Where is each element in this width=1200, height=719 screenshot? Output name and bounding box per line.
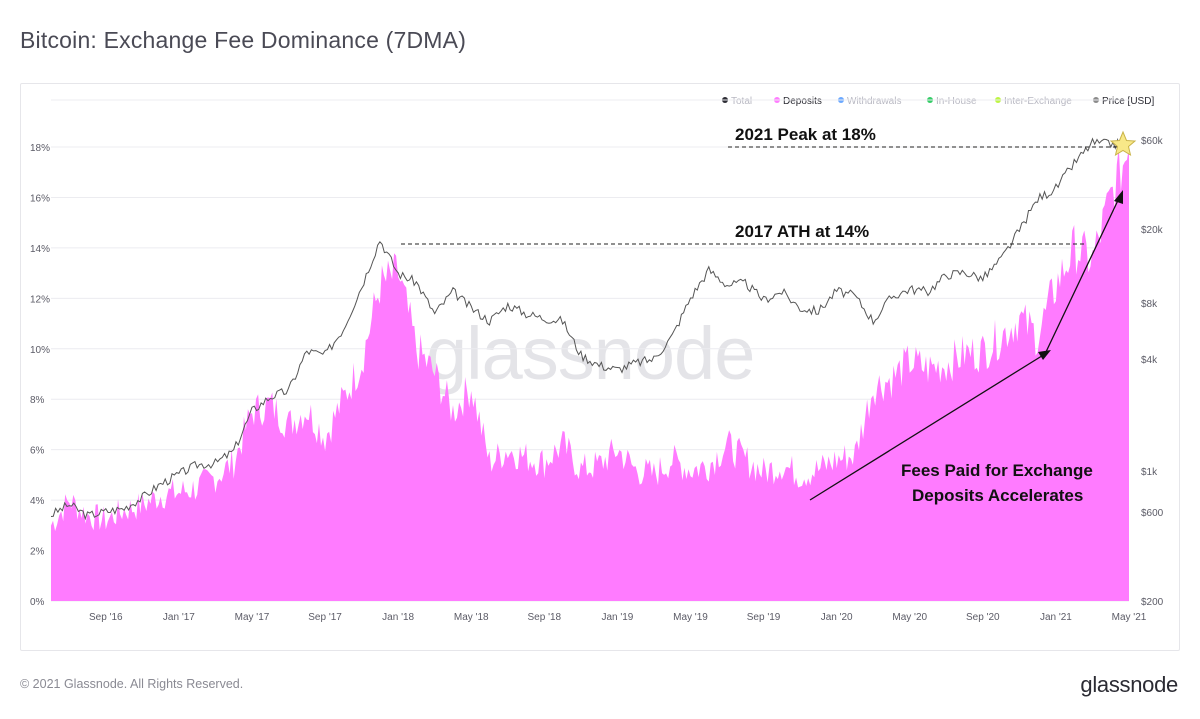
price-line <box>50 137 1130 521</box>
legend-label: Deposits <box>783 96 822 107</box>
acceleration-arrow-1-head <box>1038 350 1051 360</box>
legend-label: Inter-Exchange <box>1004 96 1072 107</box>
acceleration-arrow-2-head <box>1114 190 1123 204</box>
x-tick-label: May '17 <box>235 612 270 623</box>
legend-item-total: Total <box>722 96 752 107</box>
y-right-tick-label: $600 <box>1141 508 1164 519</box>
legend-item-inter-exchange: Inter-Exchange <box>995 96 1072 107</box>
watermark: glassnode <box>426 312 754 395</box>
y-right-tick-label: $8k <box>1141 299 1158 310</box>
y-left-tick-label: 16% <box>30 193 50 204</box>
x-tick-label: Sep '19 <box>747 612 781 623</box>
peak-star-icon <box>1109 130 1137 157</box>
x-tick-label: Sep '17 <box>308 612 342 623</box>
deposits-area <box>51 147 1129 601</box>
chart-legend: Total Deposits Withdrawals In-House Inter-Ex… <box>722 96 1154 107</box>
y-left-tick-label: 12% <box>30 294 50 305</box>
y-left-tick-label: 0% <box>30 597 45 608</box>
x-tick-label: May '18 <box>454 612 489 623</box>
y-left-tick-label: 10% <box>30 345 50 356</box>
legend-label: Price [USD] <box>1102 96 1154 107</box>
legend-label: Withdrawals <box>847 96 901 107</box>
y-right-tick-label: $1k <box>1141 467 1158 478</box>
x-tick-label: Sep '16 <box>89 612 123 623</box>
x-tick-label: May '21 <box>1112 612 1147 623</box>
annotations-layer: 2021 Peak at 18% 2017 ATH at 14% Fees Pa… <box>401 125 1137 505</box>
series-layer <box>50 137 1130 601</box>
y-axis-right: $200 $600 $1k $4k $8k $20k $60k <box>1141 136 1164 608</box>
x-axis: Sep '16 Jan '17 May '17 Sep '17 Jan '18 May '… <box>89 612 1147 623</box>
x-tick-label: Jan '19 <box>601 612 633 623</box>
acceleration-arrow-2 <box>1044 193 1122 355</box>
x-tick-label: May '20 <box>892 612 927 623</box>
glassnode-logo[interactable]: glassnode <box>1080 672 1178 697</box>
x-tick-label: Jan '18 <box>382 612 414 623</box>
x-tick-label: Jan '20 <box>821 612 853 623</box>
chart-card: glassnode Total Deposits Withdrawals In-Hou… <box>20 83 1180 651</box>
y-axis-left: 0% 2% 4% 6% 8% 10% 12% 14% 16% 18% <box>30 143 50 608</box>
legend-item-withdrawals: Withdrawals <box>838 96 901 107</box>
legend-label: Total <box>731 96 752 107</box>
y-left-tick-label: 18% <box>30 143 50 154</box>
y-right-tick-label: $20k <box>1141 225 1164 236</box>
x-tick-label: Jan '17 <box>163 612 195 623</box>
y-left-tick-label: 14% <box>30 244 50 255</box>
legend-item-price-usd: Price [USD] <box>1093 96 1154 107</box>
y-right-tick-label: $4k <box>1141 355 1158 366</box>
x-tick-label: Sep '20 <box>966 612 1000 623</box>
y-left-tick-label: 4% <box>30 496 45 507</box>
peak-2021-label: 2021 Peak at 18% <box>735 125 876 144</box>
y-left-tick-label: 8% <box>30 395 45 406</box>
x-tick-label: Jan '21 <box>1040 612 1072 623</box>
y-right-tick-label: $60k <box>1141 136 1164 147</box>
ath-2017-label: 2017 ATH at 14% <box>735 222 869 241</box>
chart-svg: glassnode Total Deposits Withdrawals In-Hou… <box>30 96 1164 623</box>
legend-item-deposits: Deposits <box>774 96 822 107</box>
legend-item-in-house: In-House <box>927 96 977 107</box>
legend-label: In-House <box>936 96 977 107</box>
footer-copyright: © 2021 Glassnode. All Rights Reserved. <box>20 677 244 691</box>
acceleration-label-line2: Deposits Accelerates <box>912 486 1083 505</box>
x-tick-label: Sep '18 <box>528 612 562 623</box>
y-right-tick-label: $200 <box>1141 597 1164 608</box>
acceleration-arrow-1 <box>809 353 1046 501</box>
x-tick-label: May '19 <box>673 612 708 623</box>
acceleration-label-line1: Fees Paid for Exchange <box>901 461 1093 480</box>
y-left-tick-label: 6% <box>30 446 45 457</box>
page-title: Bitcoin: Exchange Fee Dominance (7DMA) <box>20 27 467 53</box>
y-left-tick-label: 2% <box>30 547 45 558</box>
